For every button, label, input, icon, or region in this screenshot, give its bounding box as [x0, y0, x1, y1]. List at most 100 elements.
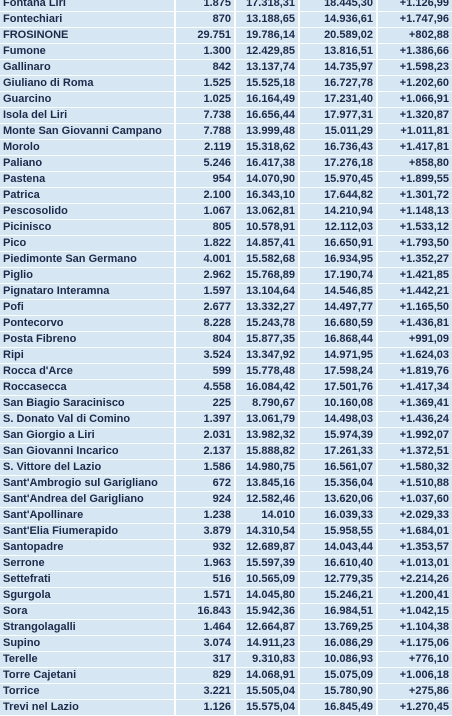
table-cell: 16.086,29: [300, 636, 378, 651]
municipality-name: Sant'Elia Fiumerapido: [0, 524, 176, 539]
table-cell: 15.575,04: [236, 700, 300, 715]
table-cell: 2.031: [176, 428, 236, 443]
table-cell: 13.332,27: [236, 300, 300, 315]
municipality-name: Pofi: [0, 300, 176, 315]
table-row: Santopadre 932 12.689,87 14.043,44 +1.353,57: [0, 540, 452, 556]
table-cell: +1.042,15: [399, 605, 449, 617]
table-cell: 14.857,41: [236, 236, 300, 251]
table-cell: 15.780,90: [300, 684, 378, 699]
table-cell: +1.436,81: [399, 317, 449, 329]
table-cell: 14.936,61: [300, 12, 378, 27]
table-row: Rocca d'Arce 599 15.778,48 17.598,24 +1.819,…: [0, 364, 452, 380]
table-row: Strangolagalli 1.464 12.664,87 13.769,25 +1.…: [0, 620, 452, 636]
municipality-name: Roccasecca: [0, 380, 176, 395]
table-cell: 15.768,89: [236, 268, 300, 283]
table-cell: 8.790,67: [236, 396, 300, 411]
table-cell: 12.429,85: [236, 44, 300, 59]
table-cell: +1.992,07: [399, 429, 449, 441]
table-cell: 16.164,49: [236, 92, 300, 107]
table-row: Supino 3.074 14.911,23 16.086,29 +1.175,06: [0, 636, 452, 652]
table-cell: 5.246: [176, 156, 236, 171]
table-cell: 14.980,75: [236, 460, 300, 475]
table-cell: 2.677: [176, 300, 236, 315]
municipality-name: San Giovanni Incarico: [0, 444, 176, 459]
table-cell: 16.610,40: [300, 556, 378, 571]
table-cell: 17.598,24: [300, 364, 378, 379]
municipality-name: Pico: [0, 236, 176, 251]
table-row: Sant'Andrea del Garigliano 924 12.582,46 13…: [0, 492, 452, 508]
table-cell: 14.498,03: [300, 412, 378, 427]
table-row: Sant'Elia Fiumerapido 3.879 14.310,54 15.95…: [0, 524, 452, 540]
table-cell: 842: [176, 60, 236, 75]
table-row: San Giovanni Incarico 2.137 15.888,82 17.26…: [0, 444, 452, 460]
table-cell: 10.160,08: [300, 396, 378, 411]
table-row: Torre Cajetani 829 14.068,91 15.075,09 +1.00…: [0, 668, 452, 684]
municipality-name: Pastena: [0, 172, 176, 187]
table-cell: 9.310,83: [236, 652, 300, 667]
table-cell: +275,86: [408, 685, 449, 697]
table-row: Pescosolido 1.067 13.062,81 14.210,94 +1.148…: [0, 204, 452, 220]
municipality-name: Fumone: [0, 44, 176, 59]
table-row: Settefrati 516 10.565,09 12.779,35 +2.214,26: [0, 572, 452, 588]
table-cell: 1.025: [176, 92, 236, 107]
municipality-name: San Biagio Saracinisco: [0, 396, 176, 411]
table-cell: 14.497,77: [300, 300, 378, 315]
table-cell: 14.210,94: [300, 204, 378, 219]
municipality-name: Sgurgola: [0, 588, 176, 603]
table-cell: 17.977,31: [300, 108, 378, 123]
table-cell: 17.231,40: [300, 92, 378, 107]
table-cell: 17.318,31: [236, 0, 300, 11]
municipality-name: Monte San Giovanni Campano: [0, 124, 176, 139]
table-cell: 13.137,74: [236, 60, 300, 75]
municipality-name: Piedimonte San Germano: [0, 252, 176, 267]
table-cell: 4.001: [176, 252, 236, 267]
table-row: Fontechiari 870 13.188,65 14.936,61 +1.747,9…: [0, 12, 452, 28]
municipality-name: S. Vittore del Lazio: [0, 460, 176, 475]
table-row: Patrica 2.100 16.343,10 17.644,82 +1.301,72: [0, 188, 452, 204]
table-cell: +1.011,81: [400, 125, 449, 137]
table-cell: 4.558: [176, 380, 236, 395]
table-cell: +1.126,99: [399, 0, 449, 9]
municipality-name: Pontecorvo: [0, 316, 176, 331]
table-row: Gallinaro 842 13.137,74 14.735,97 +1.598,23: [0, 60, 452, 76]
municipality-name: Paliano: [0, 156, 176, 171]
table-row: Picinisco 805 10.578,91 12.112,03 +1.533,12: [0, 220, 452, 236]
municipality-name: Sant'Ambrogio sul Garigliano: [0, 476, 176, 491]
table-row: Terelle 317 9.310,83 10.086,93 +776,10: [0, 652, 452, 668]
table-cell: 7.738: [176, 108, 236, 123]
table-cell: 15.582,68: [236, 252, 300, 267]
table-cell: 12.779,35: [300, 572, 378, 587]
table-cell: 829: [176, 668, 236, 683]
table-cell: 13.769,25: [300, 620, 378, 635]
table-cell: +1.148,13: [399, 205, 449, 217]
table-row: Piglio 2.962 15.768,89 17.190,74 +1.421,85: [0, 268, 452, 284]
table-cell: 14.546,85: [300, 284, 378, 299]
table-cell: 804: [176, 332, 236, 347]
table-cell: 10.565,09: [236, 572, 300, 587]
table-cell: 15.243,78: [236, 316, 300, 331]
table-cell: +1.320,87: [399, 109, 449, 121]
table-cell: 16.343,10: [236, 188, 300, 203]
table-cell: 15.888,82: [236, 444, 300, 459]
table-cell: 16.680,59: [300, 316, 378, 331]
table-cell: 672: [176, 476, 236, 491]
table-cell: +1.417,81: [399, 141, 449, 153]
municipality-name: Torrice: [0, 684, 176, 699]
table-cell: 15.505,04: [236, 684, 300, 699]
table-cell: 1.397: [176, 412, 236, 427]
table-row: Giuliano di Roma 1.525 15.525,18 16.727,78 +…: [0, 76, 452, 92]
table-cell: 16.650,91: [300, 236, 378, 251]
table-cell: +1.200,41: [399, 589, 449, 601]
table-row: Fumone 1.300 12.429,85 13.816,51 +1.386,66: [0, 44, 452, 60]
table-cell: 1.525: [176, 76, 236, 91]
table-row: San Biagio Saracinisco 225 8.790,67 10.160,…: [0, 396, 452, 412]
table-cell: 15.318,62: [236, 140, 300, 155]
table-cell: 870: [176, 12, 236, 27]
table-row: Isola del Liri 7.738 16.656,44 17.977,31 +1.…: [0, 108, 452, 124]
table-cell: 10.086,93: [300, 652, 378, 667]
table-cell: +1.533,12: [399, 221, 449, 233]
table-cell: 1.963: [176, 556, 236, 571]
table-cell: 15.597,39: [236, 556, 300, 571]
table-cell: 516: [176, 572, 236, 587]
table-cell: +1.270,45: [399, 701, 449, 713]
